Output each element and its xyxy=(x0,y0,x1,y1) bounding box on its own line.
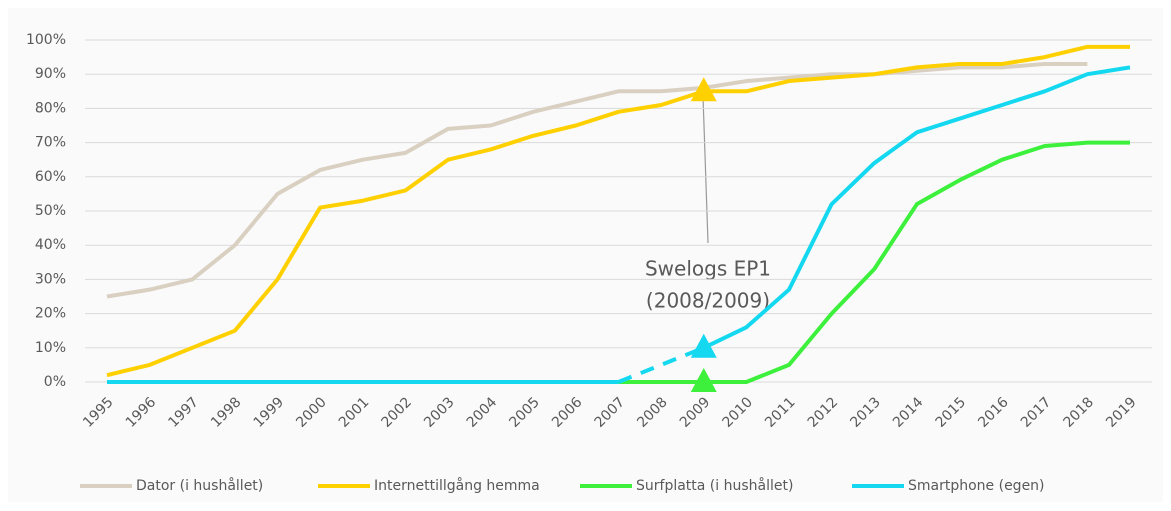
y-tick-label: 0% xyxy=(44,374,66,390)
series-line xyxy=(106,44,1130,378)
y-tick-label: 20% xyxy=(35,306,66,322)
y-tick-label: 90% xyxy=(35,66,66,82)
series-line xyxy=(702,65,1131,350)
highlight-marker xyxy=(690,333,717,358)
legend-label: Dator (i hushållet) xyxy=(136,477,263,494)
y-tick-label: 80% xyxy=(35,100,66,116)
legend-label: Smartphone (egen) xyxy=(908,478,1045,494)
y-tick-label: 40% xyxy=(35,237,66,253)
y-tick-label: 70% xyxy=(35,135,66,151)
annotation-text: (2008/2009) xyxy=(646,289,770,313)
y-tick-label: 100% xyxy=(26,32,66,48)
highlight-marker xyxy=(690,368,717,392)
chart-background xyxy=(8,8,1163,502)
y-tick-label: 30% xyxy=(35,271,66,287)
y-tick-label: 60% xyxy=(35,169,66,185)
gap-connector xyxy=(617,345,705,384)
annotation-text: Swelogs EP1 xyxy=(645,257,771,281)
series-line xyxy=(106,61,1088,299)
y-tick-label: 50% xyxy=(35,203,66,219)
legend-label: Surfplatta (i hushållet) xyxy=(636,477,793,494)
highlight-marker xyxy=(690,77,717,102)
legend-label: Internettillgång hemma xyxy=(374,477,540,494)
y-tick-label: 10% xyxy=(35,340,66,356)
annotation-arrow xyxy=(702,95,709,244)
